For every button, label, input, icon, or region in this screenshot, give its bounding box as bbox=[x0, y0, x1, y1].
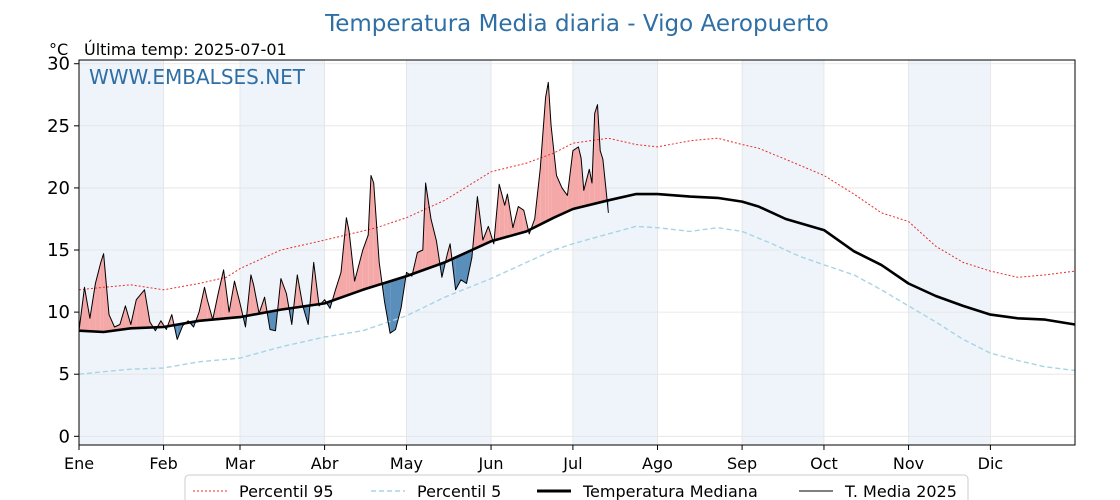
anomaly-area bbox=[431, 219, 437, 268]
anomaly-area bbox=[250, 274, 254, 316]
anomaly-area bbox=[594, 104, 598, 204]
x-tick-label: May bbox=[390, 454, 423, 473]
anomaly-area bbox=[504, 194, 508, 238]
anomaly-area bbox=[417, 250, 423, 273]
y-axis: 0 5 10 15 20 25 30 bbox=[47, 54, 79, 447]
anomaly-area bbox=[572, 146, 579, 209]
x-tick-label: Dic bbox=[978, 454, 1004, 473]
anomaly-area bbox=[354, 250, 363, 293]
legend: Percentil 95 Percentil 5 Temperatura Med… bbox=[184, 474, 969, 500]
anomaly-area bbox=[551, 125, 557, 220]
month-band bbox=[908, 60, 991, 445]
anomaly-area bbox=[384, 281, 391, 334]
month-bands bbox=[79, 60, 991, 445]
y-tick-label: 25 bbox=[47, 116, 70, 137]
y-tick-label: 10 bbox=[47, 302, 70, 323]
anomaly-area bbox=[100, 253, 104, 332]
anomaly-area bbox=[270, 310, 276, 331]
series-line-median bbox=[78, 192, 1076, 334]
anomaly-area bbox=[346, 217, 350, 296]
anomaly-area bbox=[280, 278, 287, 310]
x-tick-label: Sep bbox=[727, 454, 757, 473]
series-line-p5 bbox=[78, 225, 1076, 375]
last-temp-label: Última temp: 2025-07-01 bbox=[84, 40, 287, 59]
anomaly-area bbox=[395, 277, 401, 330]
anomaly-area bbox=[204, 287, 208, 321]
x-tick-label: Abr bbox=[311, 454, 339, 473]
anomaly-area bbox=[597, 104, 601, 203]
anomaly-area bbox=[218, 269, 224, 320]
legend-label-current: T. Media 2025 bbox=[844, 482, 957, 500]
anomaly-area bbox=[84, 287, 90, 332]
anomaly-area bbox=[600, 150, 603, 203]
month-band bbox=[239, 60, 325, 445]
anomaly-area bbox=[562, 187, 568, 214]
anomaly-area bbox=[499, 184, 505, 239]
anomaly-area bbox=[589, 169, 592, 205]
y-tick-label: 5 bbox=[59, 364, 70, 385]
anomaly-area bbox=[425, 183, 431, 270]
anomaly-area bbox=[455, 255, 461, 290]
watermark: WWW.EMBALSES.NET bbox=[89, 65, 306, 89]
anomaly-area bbox=[371, 175, 374, 288]
anomaly-area bbox=[335, 272, 341, 300]
anomaly-area bbox=[540, 97, 546, 225]
anomaly-area bbox=[89, 283, 96, 332]
anomaly-area bbox=[545, 82, 549, 222]
anomaly-area bbox=[583, 169, 590, 207]
anomaly-area bbox=[390, 279, 396, 334]
y-tick-label: 20 bbox=[47, 178, 70, 199]
month-band bbox=[572, 60, 658, 445]
x-tick-label: Mar bbox=[225, 454, 256, 473]
anomaly-area bbox=[341, 217, 347, 298]
x-axis: Ene Feb Mar Abr May Jun Jul Ago Sep Oct Nov Dic bbox=[64, 445, 1003, 473]
series-line-p95 bbox=[78, 137, 1076, 291]
anomaly-area bbox=[368, 175, 371, 289]
chart-title: Temperatura Media diaria - Vigo Aeropuer… bbox=[324, 11, 829, 37]
anomaly-area bbox=[578, 146, 582, 208]
x-tick-label: Ene bbox=[64, 454, 94, 473]
month-band bbox=[79, 60, 164, 445]
legend-label-p95: Percentil 95 bbox=[239, 482, 334, 500]
anomaly-area bbox=[362, 235, 369, 290]
month-band bbox=[742, 60, 824, 445]
series-lines bbox=[78, 81, 1076, 375]
anomaly-area bbox=[461, 252, 467, 284]
x-tick-label: Jul bbox=[562, 454, 582, 473]
x-tick-label: Oct bbox=[810, 454, 838, 473]
anomaly-area bbox=[234, 281, 240, 318]
legend-label-median: Temperatura Mediana bbox=[582, 482, 758, 500]
legend-box bbox=[184, 474, 969, 500]
plot-frame bbox=[78, 59, 1076, 446]
anomaly-area bbox=[136, 289, 145, 329]
y-tick-label: 15 bbox=[47, 240, 70, 261]
y-tick-label: 0 bbox=[59, 426, 70, 447]
anomaly-area bbox=[518, 206, 524, 234]
x-tick-label: Nov bbox=[893, 454, 924, 473]
x-tick-label: Feb bbox=[149, 454, 177, 473]
x-tick-label: Ago bbox=[642, 454, 673, 473]
unit-label: °C bbox=[49, 40, 68, 59]
series-line-current bbox=[78, 81, 609, 340]
legend-label-p5: Percentil 5 bbox=[417, 482, 501, 500]
y-tick-label: 30 bbox=[47, 54, 70, 75]
x-tick-label: Jun bbox=[478, 454, 504, 473]
grid-lines bbox=[78, 60, 1075, 445]
